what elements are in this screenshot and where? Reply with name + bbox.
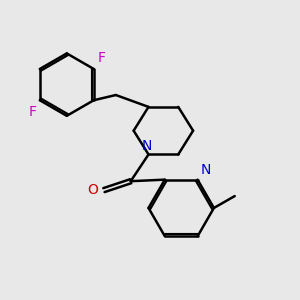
Text: N: N	[200, 163, 211, 177]
Text: F: F	[98, 51, 105, 65]
Text: F: F	[28, 105, 36, 119]
Text: O: O	[88, 183, 99, 197]
Text: N: N	[142, 139, 152, 153]
